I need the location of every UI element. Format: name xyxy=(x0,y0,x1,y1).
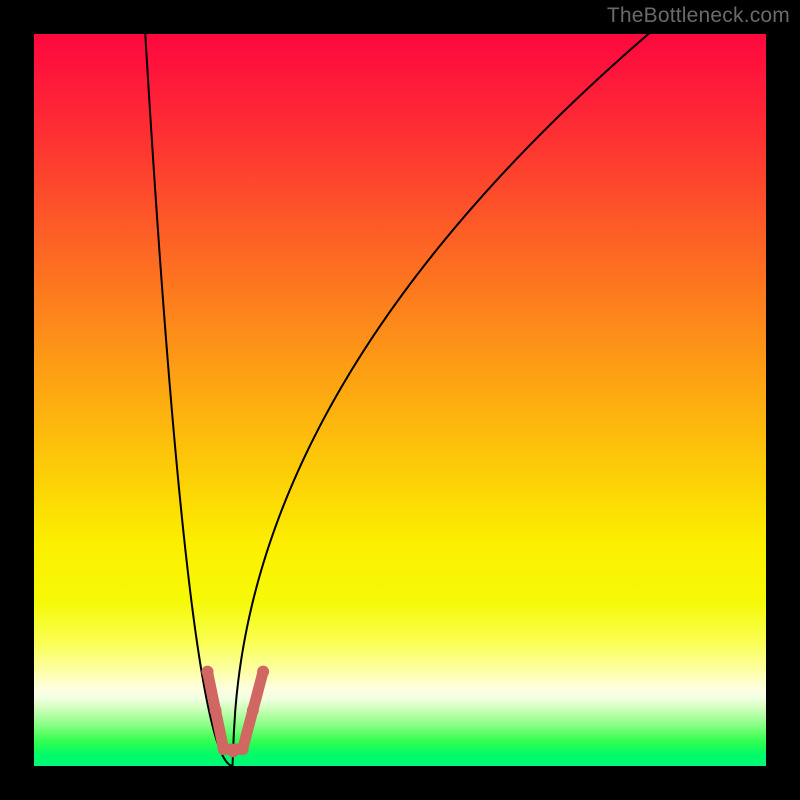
watermark-text: TheBottleneck.com xyxy=(607,4,790,28)
optimum-marker-dot xyxy=(210,704,222,716)
optimum-marker-dot xyxy=(201,666,213,678)
optimum-marker-dot xyxy=(237,743,249,755)
optimum-marker-dot xyxy=(257,666,269,678)
plot-background xyxy=(34,34,766,766)
bottleneck-chart xyxy=(0,0,800,800)
chart-container: TheBottleneck.com xyxy=(0,0,800,800)
optimum-marker-dot xyxy=(247,704,259,716)
